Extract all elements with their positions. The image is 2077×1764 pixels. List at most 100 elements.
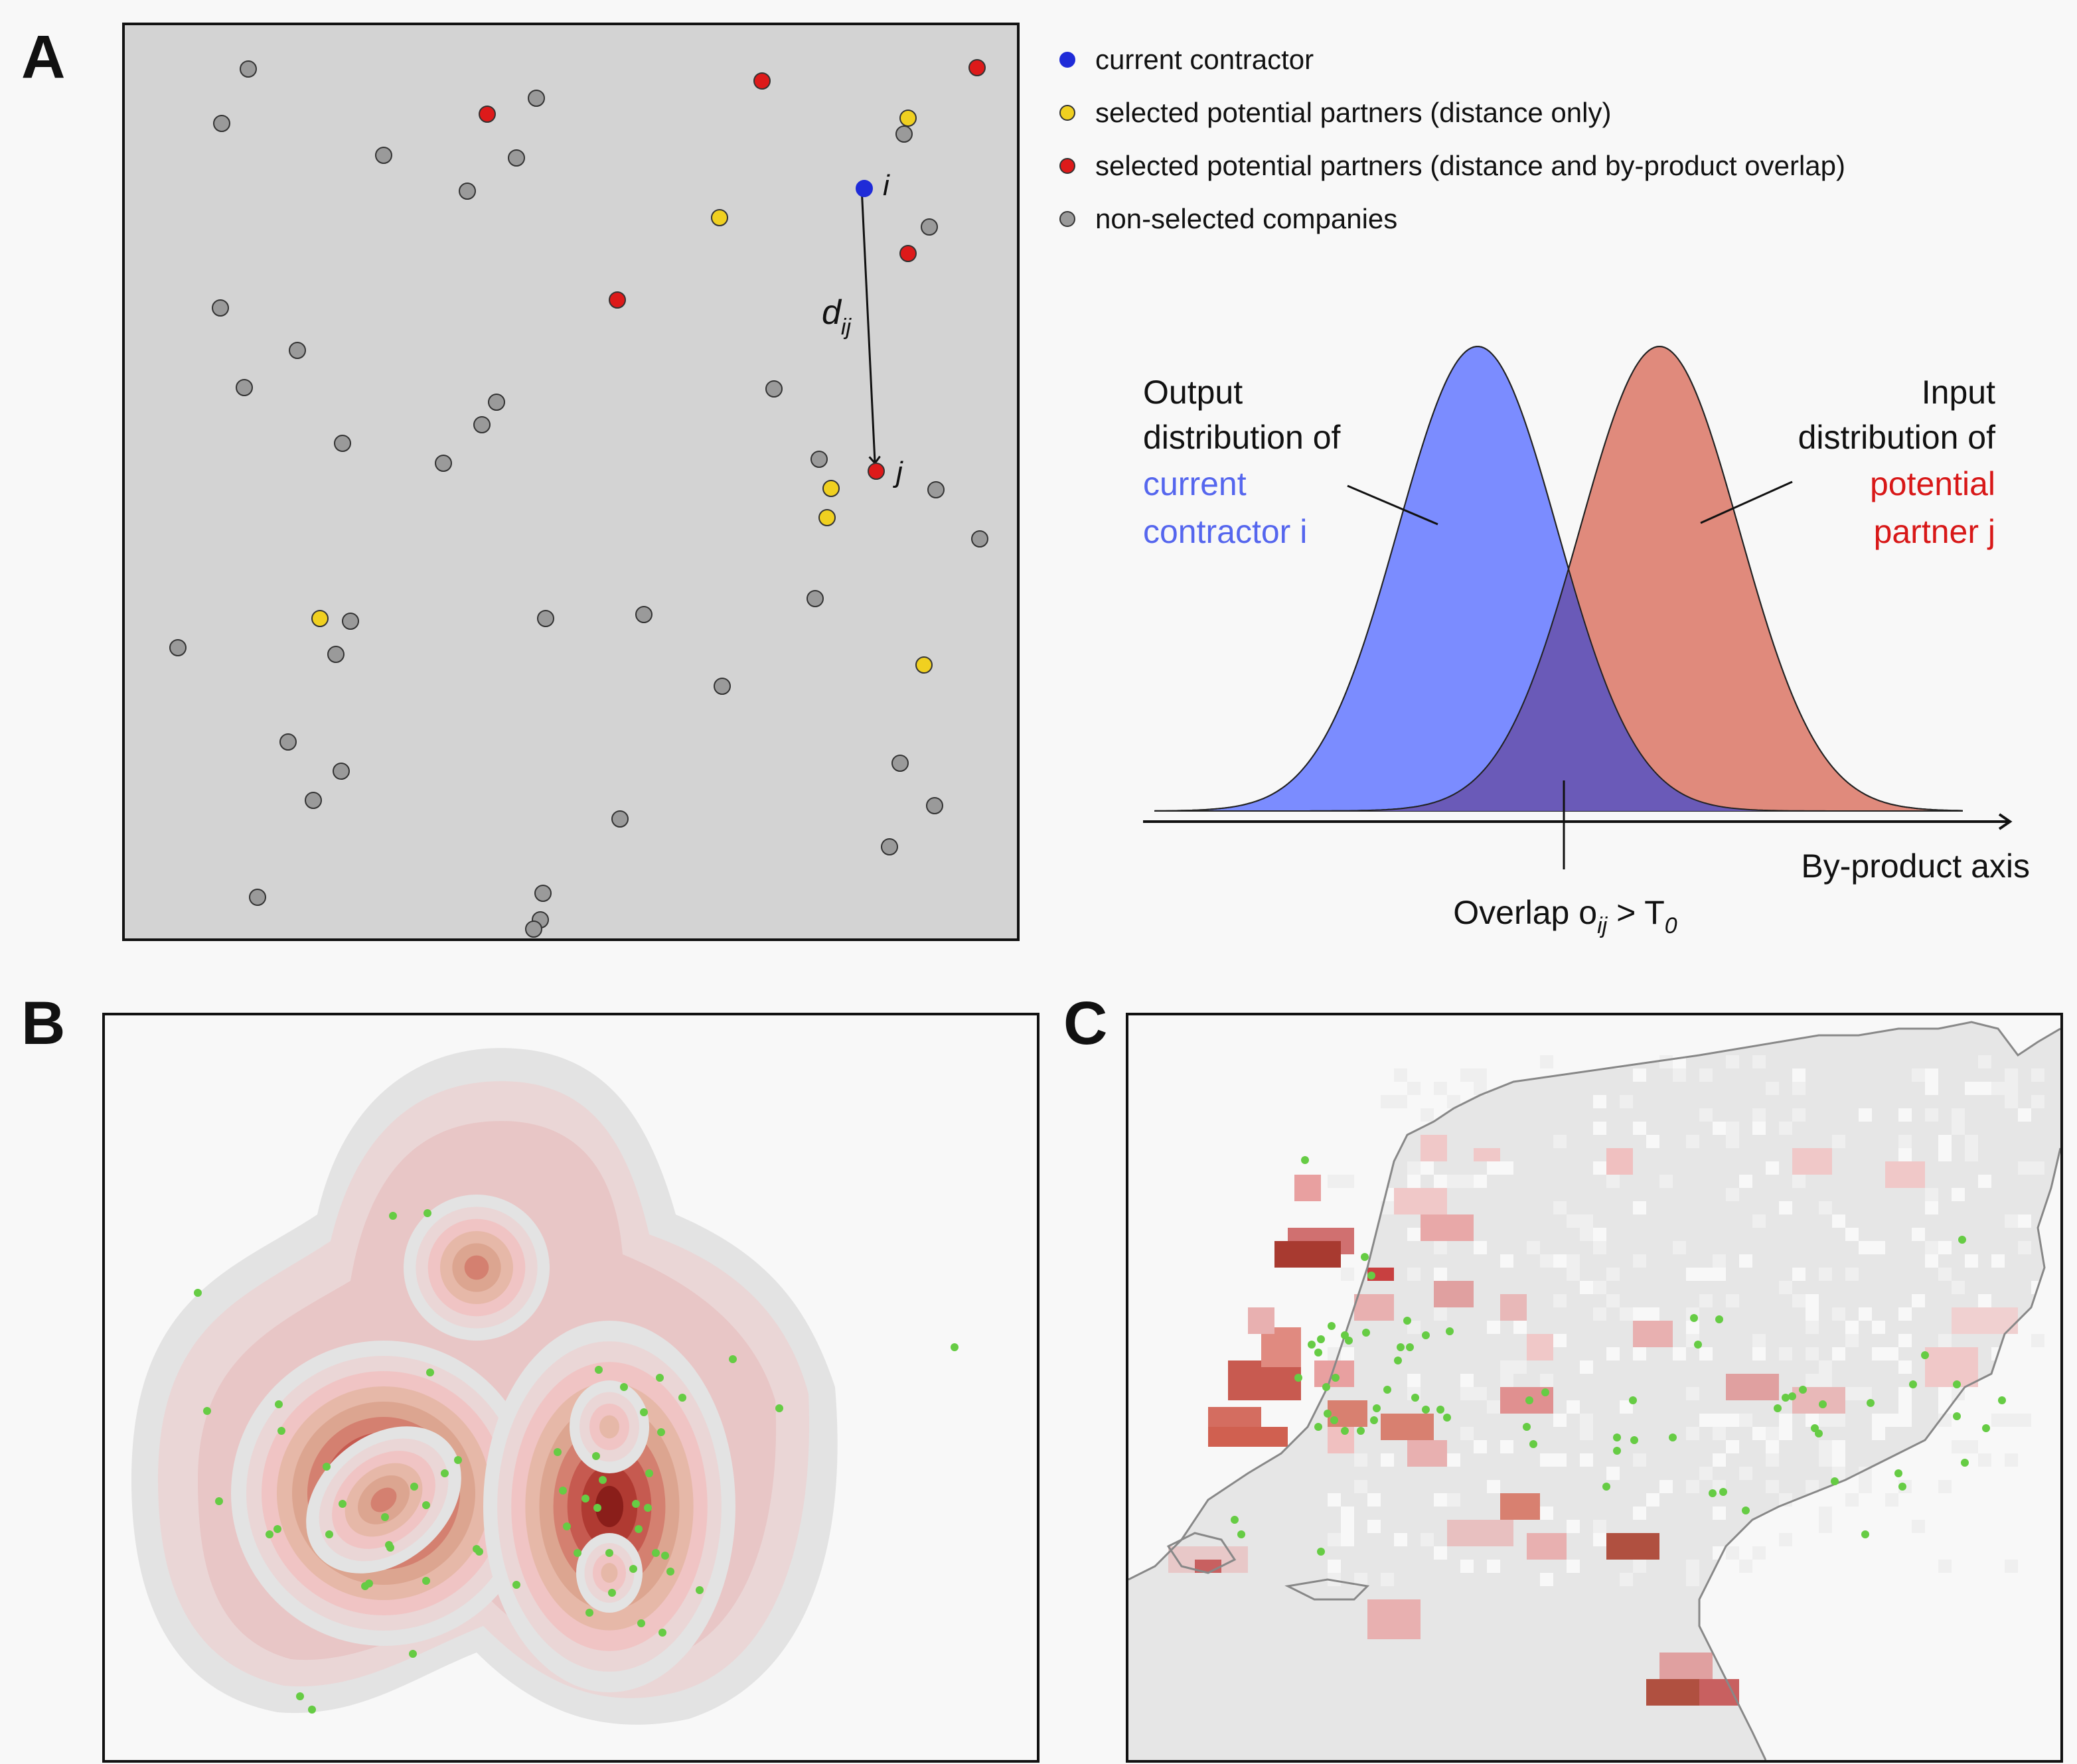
company-point: [1443, 1414, 1451, 1422]
company-point: [277, 1427, 285, 1435]
density-heatmap-panel: [102, 1013, 1039, 1763]
company-node: [714, 678, 731, 695]
company-node: [881, 838, 898, 855]
partner-distance-node: [818, 509, 836, 526]
company-point: [581, 1495, 589, 1503]
density-cell: [1792, 1148, 1832, 1175]
company-point: [1819, 1400, 1827, 1408]
partner-overlap-node: [968, 59, 986, 76]
density-cells: [1168, 1135, 2018, 1706]
company-point: [559, 1487, 567, 1495]
company-point: [1330, 1416, 1338, 1424]
partner-overlap-node: [899, 245, 917, 262]
density-cell: [1500, 1294, 1527, 1321]
company-point: [637, 1619, 645, 1627]
legend-dot-icon: [1059, 158, 1075, 174]
company-point: [1953, 1412, 1961, 1420]
company-node: [240, 60, 257, 78]
company-node: [537, 610, 554, 627]
legend-label: selected potential partners (distance an…: [1095, 150, 1845, 181]
company-point: [1422, 1331, 1430, 1339]
company-node: [528, 90, 545, 107]
company-node: [169, 639, 187, 656]
company-point: [657, 1428, 665, 1436]
company-point: [1958, 1236, 1966, 1244]
company-point: [1629, 1396, 1637, 1404]
company-point: [1774, 1404, 1782, 1412]
distance-arrow: [860, 186, 881, 465]
company-point: [1694, 1341, 1702, 1349]
company-point: [696, 1586, 704, 1594]
company-node: [212, 299, 229, 317]
company-node: [891, 755, 909, 772]
company-node: [236, 379, 253, 396]
company-point: [1361, 1253, 1369, 1261]
company-point: [410, 1483, 418, 1491]
density-cell: [1952, 1307, 2018, 1334]
density-cell: [1294, 1175, 1321, 1201]
partner-distance-node: [899, 110, 917, 127]
company-point: [1383, 1386, 1391, 1394]
density-cell: [1925, 1347, 1978, 1387]
density-cell: [1726, 1374, 1779, 1400]
density-cell: [1381, 1414, 1434, 1440]
company-point: [1394, 1357, 1402, 1364]
company-point: [1328, 1322, 1336, 1330]
company-point: [339, 1500, 346, 1508]
legend-item-distance-overlap: selected potential partners (distance an…: [1059, 139, 1845, 192]
density-cell: [1527, 1533, 1567, 1560]
panel-label-c: C: [1063, 990, 1108, 1057]
company-point: [1982, 1424, 1990, 1432]
company-point: [386, 1544, 394, 1552]
company-point: [1742, 1507, 1750, 1514]
company-point: [656, 1374, 664, 1382]
overlap-label: Overlap oij > T0: [1453, 894, 1677, 938]
company-point: [729, 1355, 737, 1363]
overlap-area: [1155, 571, 1962, 811]
company-node: [765, 380, 783, 398]
company-node: [342, 613, 359, 630]
company-point: [275, 1400, 283, 1408]
density-cell: [1248, 1307, 1274, 1334]
company-point: [574, 1549, 581, 1557]
company-point: [273, 1525, 281, 1533]
company-node: [508, 149, 525, 167]
company-point: [554, 1448, 562, 1456]
legend-item-distance-only: selected potential partners (distance on…: [1059, 86, 1845, 139]
company-point: [1613, 1433, 1621, 1441]
company-point: [1613, 1447, 1621, 1455]
density-cell: [1208, 1427, 1288, 1447]
company-node: [249, 889, 266, 906]
company-point: [1436, 1406, 1444, 1414]
partner-distance-node: [311, 610, 329, 627]
output-outline: [1155, 346, 1962, 812]
company-node: [334, 435, 351, 452]
density-cell: [1274, 1241, 1341, 1268]
company-point: [629, 1565, 637, 1573]
company-point: [1294, 1374, 1302, 1382]
panel-label-b: B: [21, 990, 66, 1057]
company-point: [1894, 1469, 1902, 1477]
company-node: [971, 530, 988, 548]
company-node: [488, 394, 505, 411]
company-node: [305, 792, 322, 809]
company-node: [611, 810, 629, 828]
company-point: [640, 1408, 648, 1416]
output-label-line3: current: [1143, 465, 1247, 502]
company-point: [592, 1452, 600, 1460]
company-point: [1525, 1396, 1533, 1404]
company-point: [1831, 1477, 1839, 1485]
output-pointer: [1347, 484, 1438, 526]
company-point: [1411, 1394, 1419, 1402]
company-point: [1308, 1341, 1316, 1349]
density-cell: [1407, 1440, 1447, 1467]
partner-overlap-node: [609, 291, 626, 309]
partner-overlap-node: [868, 463, 885, 480]
company-point: [1815, 1430, 1823, 1437]
company-point: [1715, 1315, 1723, 1323]
density-cell: [1633, 1321, 1673, 1347]
company-point: [1317, 1548, 1325, 1556]
company-point: [1669, 1433, 1677, 1441]
company-point: [1314, 1349, 1322, 1357]
company-node: [635, 606, 653, 623]
